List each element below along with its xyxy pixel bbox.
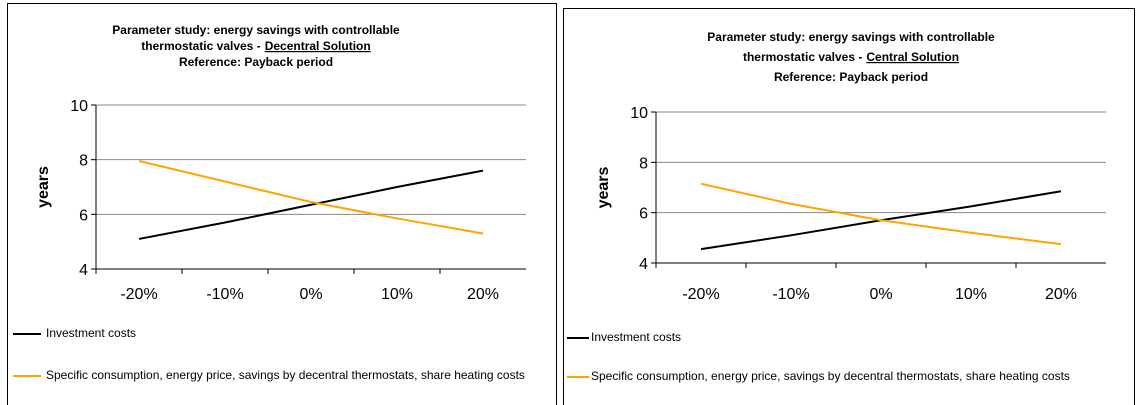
x-tick-label: -20% <box>120 286 157 303</box>
y-tick-label: 8 <box>79 153 88 170</box>
x-tick-label: 0% <box>869 286 892 303</box>
x-tick-label: 0% <box>299 286 322 303</box>
legend-label: Specific consumption, energy price, savi… <box>591 369 1070 383</box>
legend-swatch <box>13 375 41 377</box>
y-axis-label: years <box>595 166 612 208</box>
y-tick-label: 6 <box>639 206 648 223</box>
x-tick-label: 10% <box>955 286 987 303</box>
y-axis-label: years <box>35 166 52 208</box>
legend-label: Specific consumption, energy price, savi… <box>46 368 525 382</box>
legend-swatch <box>567 337 589 339</box>
legend-swatch <box>13 333 41 335</box>
title-text: thermostatic valves - <box>141 39 260 53</box>
x-tick-label: -10% <box>206 286 243 303</box>
x-tick-label: 20% <box>467 286 499 303</box>
chart: Parameter study: energy savings with con… <box>595 30 1106 303</box>
title-line: thermostatic valves - Central Solution <box>743 50 959 64</box>
x-tick-label: -10% <box>772 286 809 303</box>
y-tick-label: 4 <box>639 256 648 273</box>
y-tick-label: 6 <box>79 207 88 224</box>
title-line: Parameter study: energy savings with con… <box>112 23 400 37</box>
title-emphasis: Decentral Solution <box>265 39 371 53</box>
title-line: thermostatic valves - Decentral Solution <box>141 39 370 53</box>
title-line: Reference: Payback period <box>179 55 333 69</box>
legend-label: Investment costs <box>591 330 682 344</box>
title-line: Parameter study: energy savings with con… <box>707 30 995 44</box>
series-line <box>138 169 484 240</box>
title-text: thermostatic valves - <box>743 50 862 64</box>
series-line <box>138 160 484 235</box>
x-tick-label: -20% <box>682 286 719 303</box>
chart-panel: Parameter study: energy savings with con… <box>7 3 557 405</box>
x-tick-label: 20% <box>1045 286 1077 303</box>
series-line <box>700 182 1062 246</box>
title-emphasis: Central Solution <box>866 50 959 64</box>
title-line: Reference: Payback period <box>774 70 928 84</box>
legend-swatch <box>567 376 589 378</box>
y-tick-label: 10 <box>630 105 648 122</box>
y-tick-label: 10 <box>70 98 88 115</box>
chart: Parameter study: energy savings with con… <box>35 23 526 303</box>
x-tick-label: 10% <box>381 286 413 303</box>
chart-panel: Parameter study: energy savings with con… <box>563 8 1135 405</box>
y-tick-label: 4 <box>79 262 88 279</box>
y-tick-label: 8 <box>639 155 648 172</box>
legend-label: Investment costs <box>46 326 137 340</box>
